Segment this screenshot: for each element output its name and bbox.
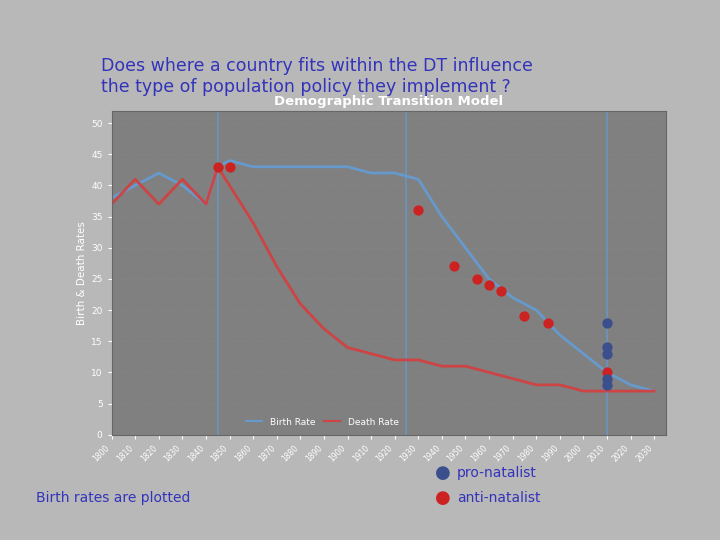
Point	[601, 318, 613, 327]
Text: the type of population policy they implement ?: the type of population policy they imple…	[101, 78, 510, 96]
Text: ●: ●	[435, 463, 451, 482]
Point	[212, 163, 223, 171]
Text: anti-natalist: anti-natalist	[457, 491, 541, 505]
Text: Birth rates are plotted: Birth rates are plotted	[36, 491, 190, 505]
Text: pro-natalist: pro-natalist	[457, 465, 537, 480]
Point	[413, 206, 424, 215]
Point	[601, 343, 613, 352]
Point	[518, 312, 530, 321]
Point	[448, 262, 459, 271]
Text: ●: ●	[435, 489, 451, 507]
Legend: Birth Rate, Death Rate: Birth Rate, Death Rate	[243, 414, 402, 430]
Y-axis label: Birth & Death Rates: Birth & Death Rates	[77, 221, 87, 325]
Point	[495, 287, 507, 296]
Point	[224, 163, 235, 171]
Point	[601, 368, 613, 377]
Point	[472, 275, 483, 284]
Point	[601, 381, 613, 389]
Point	[601, 349, 613, 358]
Title: Demographic Transition Model: Demographic Transition Model	[274, 95, 503, 108]
Text: Does where a country fits within the DT influence: Does where a country fits within the DT …	[101, 57, 533, 75]
Point	[601, 374, 613, 383]
Point	[483, 281, 495, 289]
Point	[542, 318, 554, 327]
